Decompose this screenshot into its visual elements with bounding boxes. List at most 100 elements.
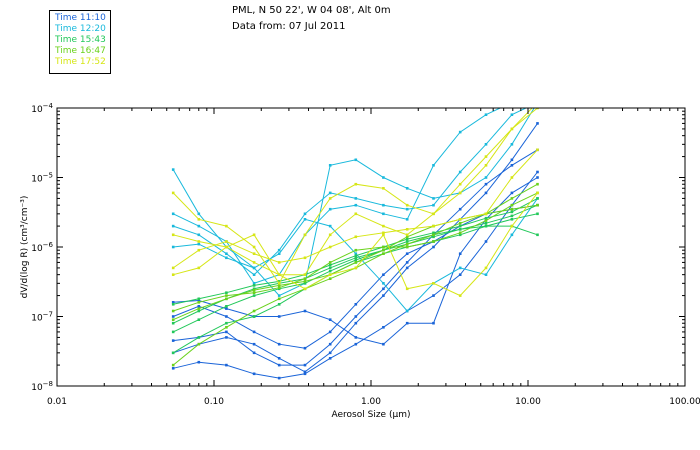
data-point	[303, 287, 307, 291]
data-point	[458, 191, 462, 195]
data-point	[405, 287, 409, 291]
data-point	[277, 363, 281, 367]
data-point	[484, 113, 488, 116]
data-point	[252, 291, 256, 294]
data-point	[458, 294, 462, 297]
data-point	[432, 224, 435, 228]
data-point	[432, 321, 435, 325]
data-point	[458, 221, 462, 225]
data-point	[354, 336, 358, 339]
data-point	[484, 219, 488, 222]
y-tick-label: 10−5	[31, 172, 53, 185]
data-point	[252, 351, 256, 355]
data-point	[458, 266, 462, 270]
data-point	[536, 197, 539, 200]
data-point	[171, 315, 175, 318]
data-point	[328, 277, 332, 280]
data-point	[432, 233, 435, 237]
data-point	[328, 233, 332, 237]
data-point	[171, 367, 175, 370]
data-point	[354, 252, 358, 255]
data-point	[197, 242, 201, 246]
data-point	[171, 273, 175, 276]
data-point	[405, 245, 409, 249]
data-point	[354, 203, 358, 207]
data-point	[197, 240, 201, 243]
data-point	[484, 266, 488, 270]
data-point	[458, 218, 462, 221]
data-point	[405, 252, 409, 255]
data-point	[536, 101, 539, 104]
data-point	[536, 148, 539, 152]
data-point	[225, 363, 228, 367]
data-point	[510, 224, 514, 228]
data-point	[382, 282, 385, 285]
data-point	[458, 130, 462, 134]
series-line	[172, 213, 538, 354]
data-point	[458, 273, 462, 276]
data-point	[484, 191, 488, 195]
data-point	[303, 212, 307, 216]
data-point	[458, 224, 462, 228]
data-point	[405, 242, 409, 246]
data-point	[405, 218, 409, 221]
data-point	[277, 342, 281, 346]
data-point	[432, 294, 435, 297]
data-point	[432, 235, 435, 239]
data-point	[277, 248, 281, 252]
data-point	[197, 342, 201, 346]
data-point	[171, 233, 175, 237]
axis-layer: 0.01 0.10 1.00 10.00 100.00 10−8 10−7 10−6 10−5 1…	[31, 102, 700, 407]
data-point	[197, 318, 201, 321]
data-point	[252, 288, 256, 292]
data-point	[382, 326, 385, 329]
data-point	[354, 182, 358, 186]
data-point	[382, 248, 385, 252]
data-point	[171, 266, 175, 270]
data-point	[405, 207, 409, 211]
data-point	[277, 261, 281, 264]
data-point	[328, 330, 332, 334]
series-line	[173, 192, 538, 312]
data-point	[510, 214, 514, 218]
data-point	[510, 191, 514, 195]
data-point	[225, 256, 228, 260]
data-point	[405, 321, 409, 325]
legend: Time 11:10 Time 12:20 Time 15:43 Time 16…	[49, 10, 111, 74]
data-point	[252, 330, 256, 334]
x-tick-label: 100.00	[669, 397, 700, 407]
data-point	[510, 143, 514, 146]
data-point	[225, 245, 228, 249]
data-point	[328, 245, 332, 249]
data-point	[225, 240, 228, 243]
data-point	[354, 261, 358, 264]
data-point	[432, 164, 435, 167]
data-point	[303, 363, 307, 367]
data-point	[277, 315, 281, 318]
data-point	[197, 301, 201, 304]
data-point	[484, 164, 488, 167]
data-point	[328, 164, 332, 167]
data-point	[354, 256, 358, 260]
series-line	[173, 108, 528, 276]
data-point	[405, 309, 409, 313]
station-header: PML, N 50 22', W 04 08', Alt 0m	[232, 5, 391, 16]
data-point	[405, 233, 409, 237]
data-point	[484, 240, 488, 243]
data-point	[484, 221, 488, 225]
y-tick-label: 10−6	[31, 241, 53, 254]
data-point	[432, 212, 435, 216]
data-point	[171, 339, 175, 342]
data-point	[252, 233, 256, 237]
data-point	[432, 231, 435, 235]
data-point	[536, 108, 539, 110]
series-layer	[171, 101, 539, 380]
data-point	[382, 245, 385, 249]
x-tick-label: 1.00	[361, 397, 381, 407]
data-point	[432, 245, 435, 249]
data-point	[252, 245, 256, 249]
data-point	[382, 287, 385, 291]
data-point	[171, 191, 175, 195]
data-point	[197, 266, 201, 270]
data-point	[225, 305, 228, 308]
